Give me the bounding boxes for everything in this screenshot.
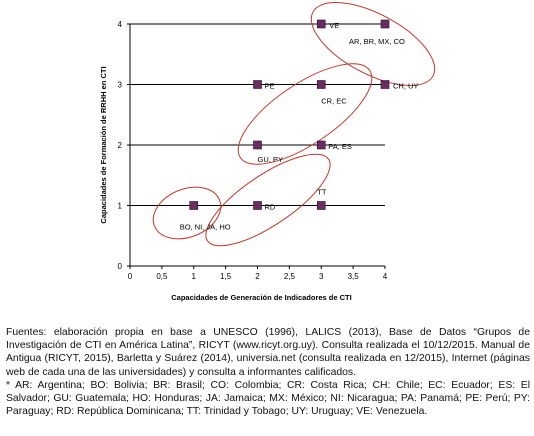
x-tick-label: 2,5: [284, 272, 296, 281]
x-tick-label: 0,5: [156, 272, 168, 281]
data-point: [253, 201, 262, 210]
data-point: [253, 140, 262, 150]
cluster-ellipse: [152, 186, 222, 240]
x-tick-label: 0: [128, 272, 133, 281]
x-tick-label: 3,5: [348, 272, 360, 281]
data-point: [316, 80, 326, 89]
point-label: PA, ES: [328, 142, 352, 151]
x-tick-label: 4: [383, 272, 388, 281]
scatter-chart: 0 1 2 3 4 0 0,5 1 1,5 2 2,5 3 3,5 4 Capacidades de Gen…: [99, 2, 436, 302]
data-point: [380, 80, 390, 89]
y-tick-label: 1: [118, 202, 123, 211]
data-point: [380, 19, 390, 29]
point-label: GU, PY: [258, 155, 283, 164]
cluster-ellipse: [237, 63, 373, 165]
abbreviations-note: * AR: Argentina; BO: Bolivia; BR: Brasil…: [6, 379, 530, 418]
x-tick-label: 3: [319, 272, 324, 281]
x-axis-title: Capacidades de Generación de Indicadores…: [171, 293, 351, 302]
point-label: VE: [329, 21, 339, 30]
data-point: [316, 140, 326, 150]
y-tick-label: 2: [118, 141, 123, 150]
sources-note: Fuentes: elaboración propia en base a UN…: [6, 327, 530, 378]
x-tick-label: 1,5: [220, 272, 232, 281]
x-tick-label: 2: [255, 272, 260, 281]
x-tick-label: 1: [192, 272, 197, 281]
data-point: [316, 201, 326, 210]
y-axis-title: Capacidades de Formación de RRHH en CTI: [99, 66, 108, 223]
data-point: [316, 19, 326, 29]
point-label: RD: [265, 203, 276, 212]
cluster-ellipse: [310, 2, 436, 86]
y-tick-label: 0: [118, 262, 123, 271]
point-label: AR, BR, MX, CO: [349, 37, 405, 46]
data-point: [253, 80, 262, 89]
point-label: TT: [317, 188, 327, 197]
chart-footnote: Fuentes: elaboración propia en base a UN…: [6, 326, 530, 418]
point-label: CH, UY: [393, 82, 418, 91]
y-tick-label: 4: [118, 20, 123, 29]
point-label: BO, NI, JA, HO: [180, 223, 231, 232]
data-point: [189, 201, 199, 210]
y-tick-label: 3: [118, 81, 123, 90]
cluster-ellipse: [205, 153, 331, 247]
point-label: CR, EC: [321, 97, 347, 106]
point-label: PE: [265, 82, 275, 91]
